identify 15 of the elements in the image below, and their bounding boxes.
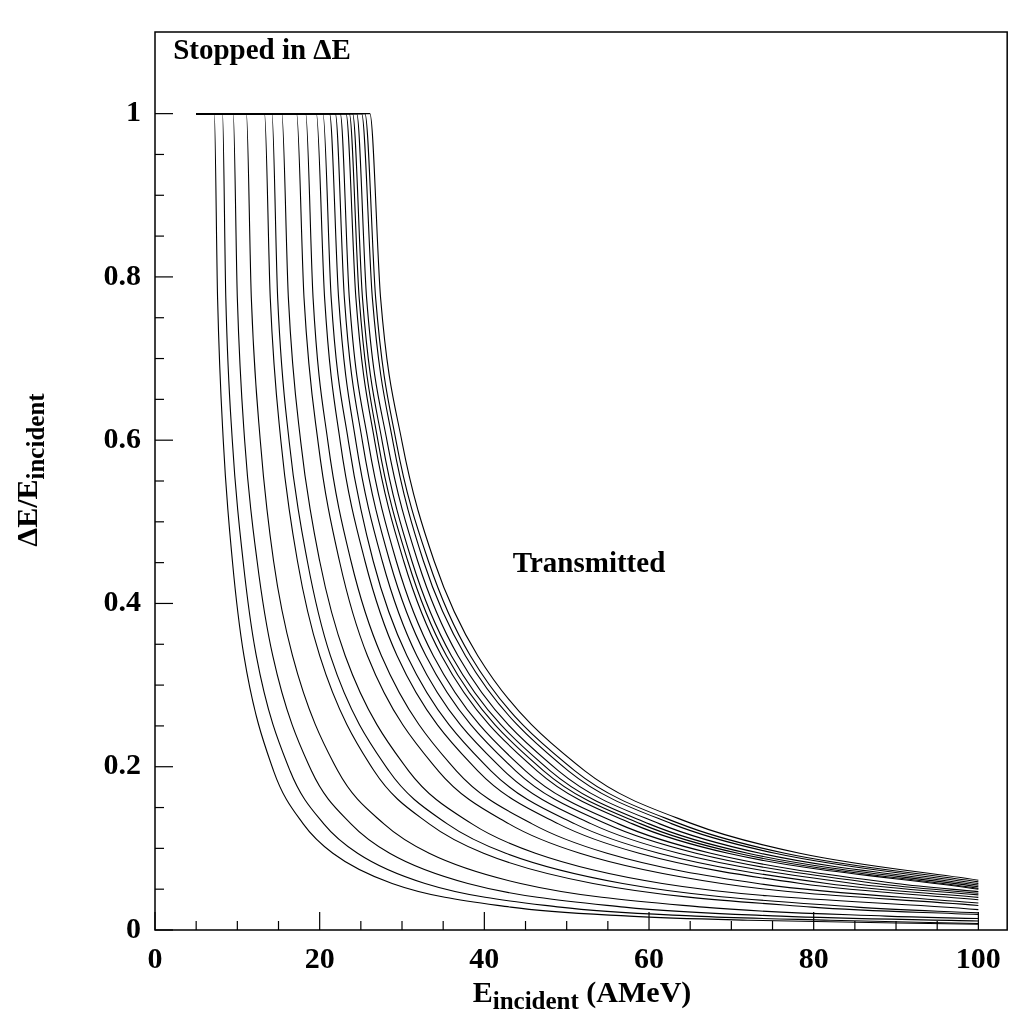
x-tick-label: 40 bbox=[469, 940, 500, 974]
y-tick-label: 0 bbox=[126, 910, 141, 944]
annotation: Stopped in ΔE bbox=[173, 33, 351, 66]
y-tick-label: 0.2 bbox=[103, 747, 141, 781]
x-tick-label: 60 bbox=[634, 940, 665, 974]
x-tick-label: 80 bbox=[798, 940, 829, 974]
annotation: Transmitted bbox=[512, 546, 666, 579]
y-tick-label: 0.6 bbox=[103, 420, 141, 454]
y-tick-label: 0.4 bbox=[103, 584, 141, 618]
y-tick-label: 1 bbox=[126, 94, 141, 128]
x-tick-label: 0 bbox=[147, 940, 163, 974]
x-tick-label: 20 bbox=[304, 940, 335, 974]
x-axis-title: E$_{incident}$ (AMeV) bbox=[472, 975, 692, 1015]
x-tick-label: 100 bbox=[955, 940, 1001, 974]
y-tick-label: 0.8 bbox=[103, 257, 141, 291]
